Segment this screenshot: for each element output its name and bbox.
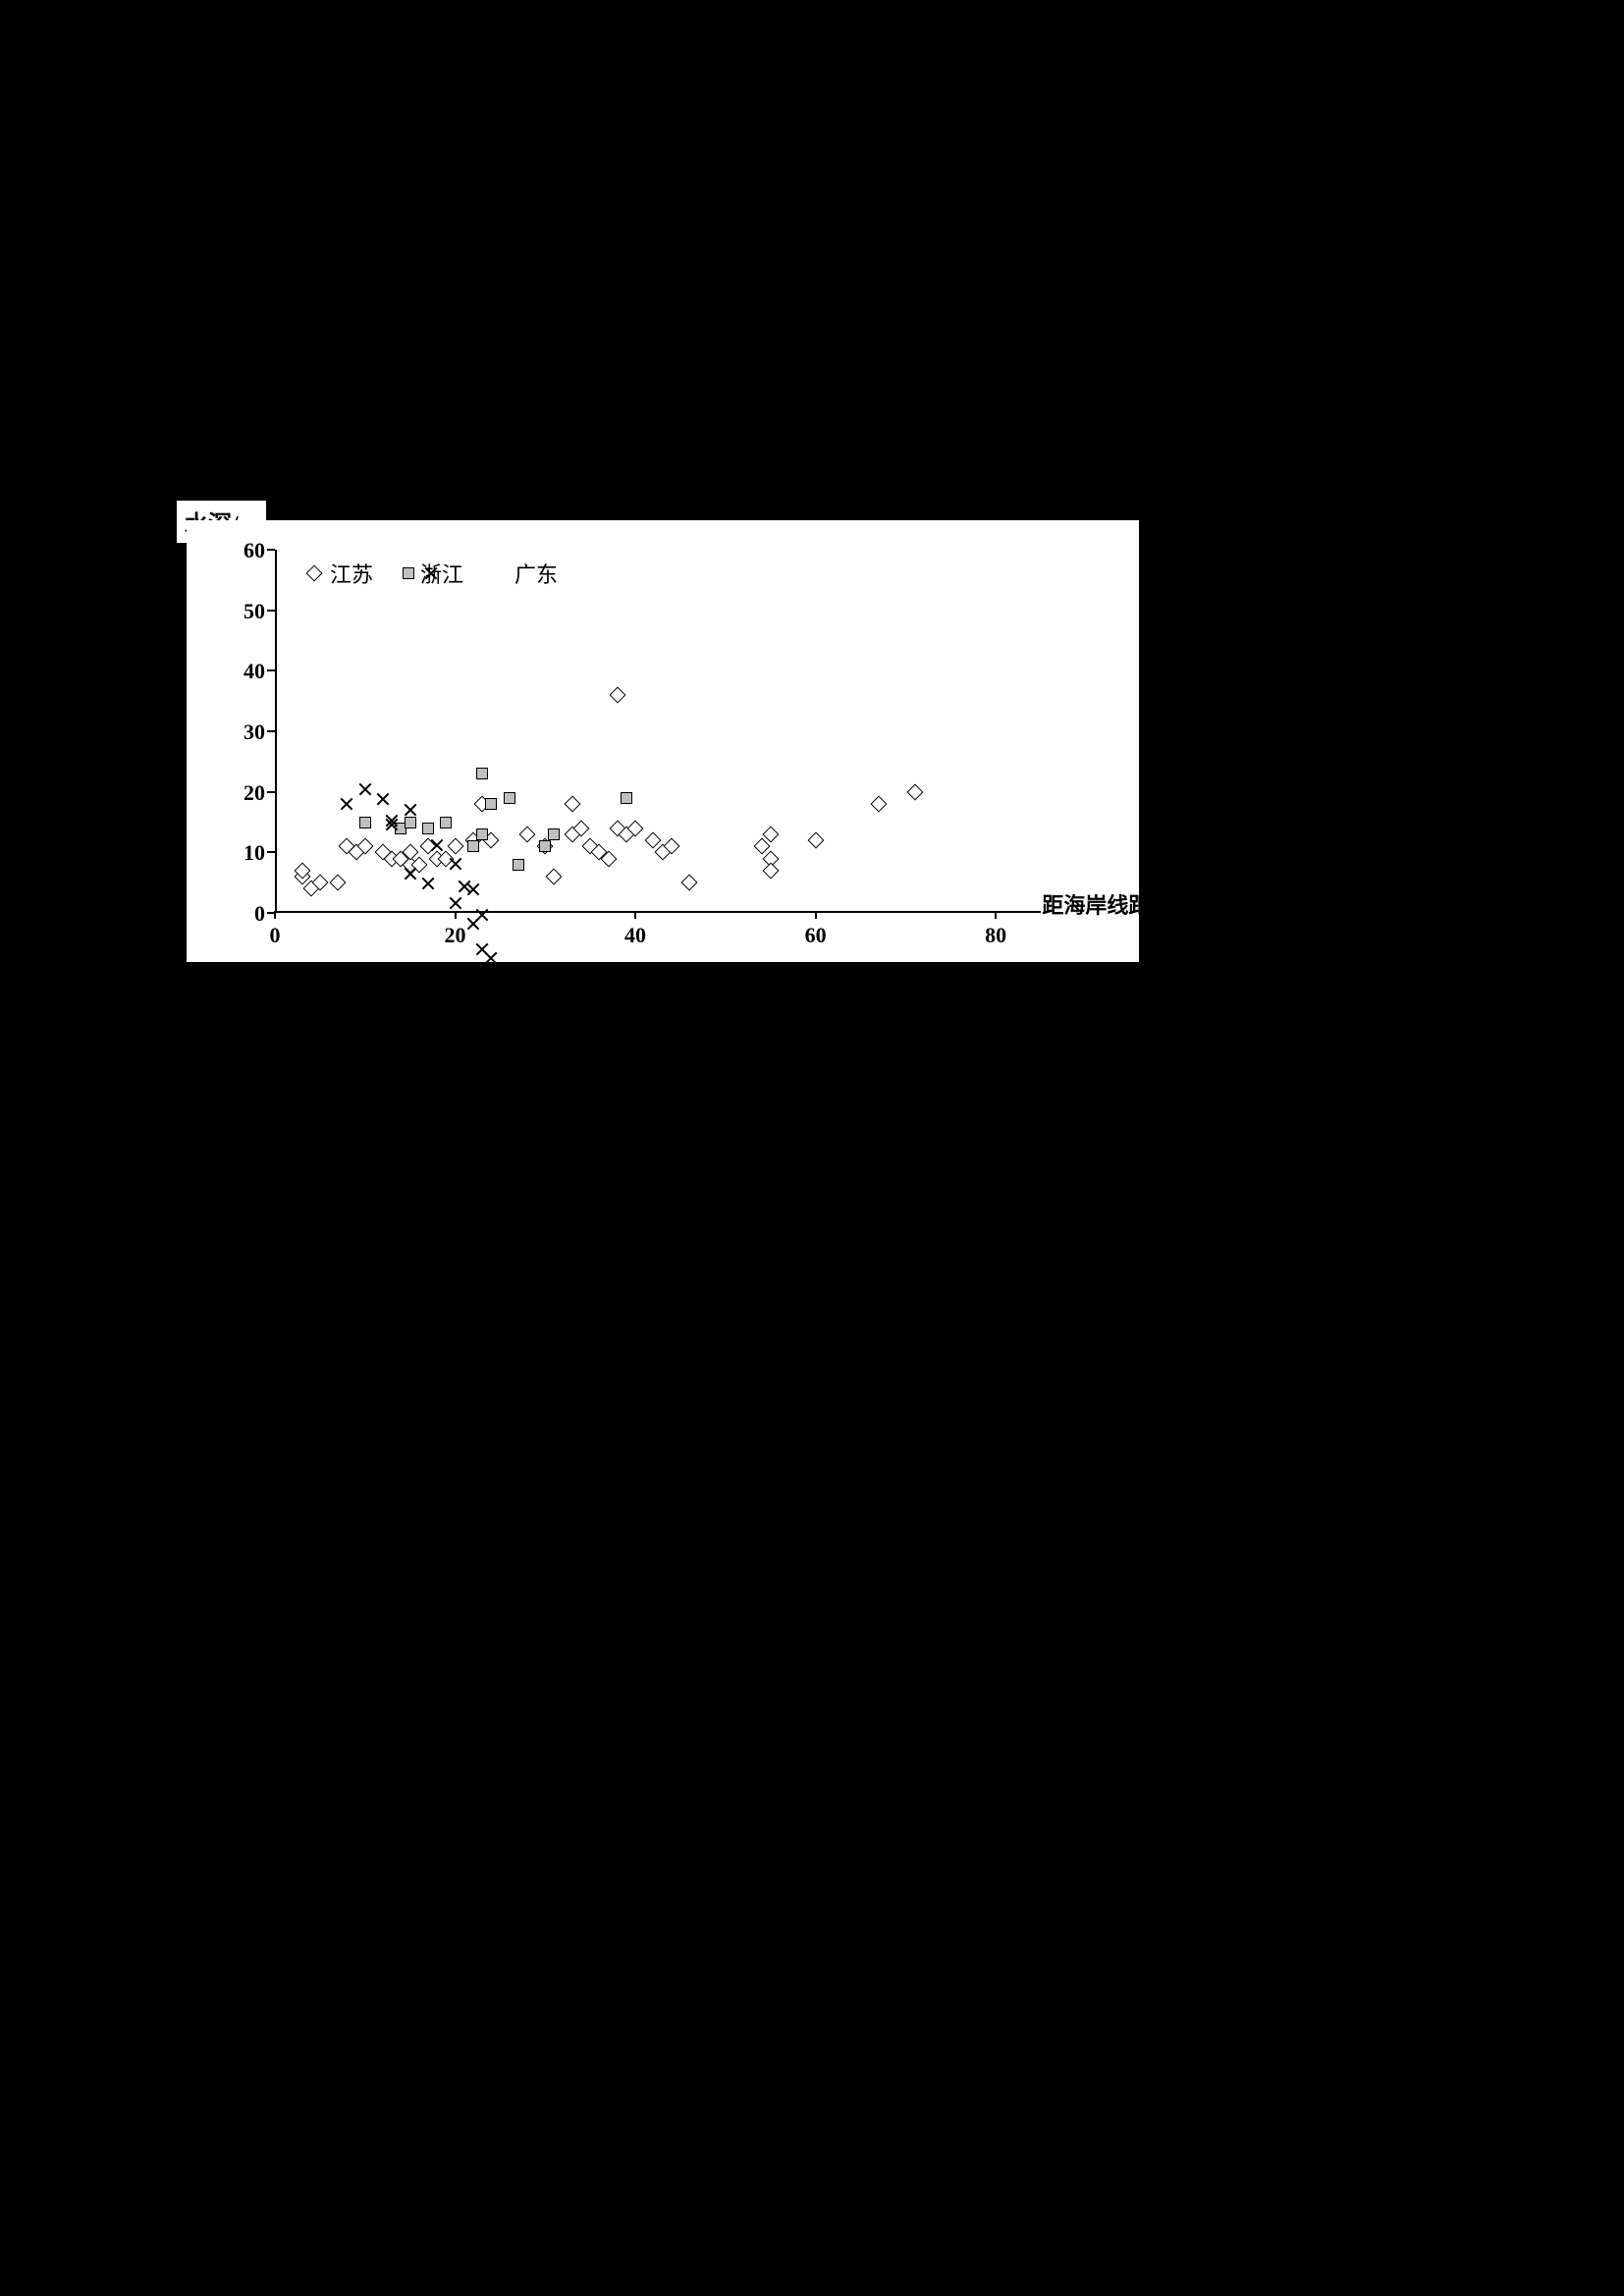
data-point bbox=[440, 817, 452, 828]
x-tick bbox=[634, 911, 636, 919]
y-tick bbox=[267, 610, 275, 612]
y-axis bbox=[275, 550, 277, 913]
data-point bbox=[420, 876, 436, 891]
data-point bbox=[405, 817, 416, 828]
data-point bbox=[483, 950, 499, 966]
data-point bbox=[429, 837, 445, 853]
data-points bbox=[275, 550, 1041, 958]
data-point bbox=[403, 802, 418, 818]
data-point bbox=[448, 895, 463, 911]
data-point bbox=[763, 1007, 779, 1023]
data-point bbox=[519, 989, 535, 1005]
x-tick bbox=[274, 911, 276, 919]
legend-item-jiangsu: 江苏 bbox=[304, 558, 373, 589]
y-tick bbox=[267, 669, 275, 671]
data-point bbox=[518, 826, 535, 842]
y-tick bbox=[267, 730, 275, 732]
data-point bbox=[539, 840, 551, 852]
y-tick bbox=[267, 851, 275, 853]
data-point bbox=[465, 881, 481, 897]
y-tick bbox=[267, 791, 275, 793]
data-point bbox=[384, 817, 400, 832]
y-tick-label: 60 bbox=[226, 538, 265, 563]
y-tick-label: 20 bbox=[226, 780, 265, 806]
x-tick-label: 0 bbox=[255, 923, 295, 948]
x-icon bbox=[493, 565, 509, 581]
data-point bbox=[504, 792, 515, 804]
y-tick-label: 10 bbox=[226, 840, 265, 866]
data-point bbox=[447, 838, 463, 855]
data-point bbox=[403, 866, 418, 881]
data-point bbox=[357, 781, 373, 797]
data-point bbox=[564, 796, 580, 813]
y-tick bbox=[267, 549, 275, 551]
x-tick bbox=[995, 911, 997, 919]
data-point bbox=[621, 792, 632, 804]
legend-label: 江苏 bbox=[330, 558, 373, 589]
x-tick bbox=[815, 911, 817, 919]
legend: 江苏 浙江 广东 bbox=[304, 558, 558, 589]
data-point bbox=[330, 875, 347, 891]
data-point bbox=[609, 687, 625, 704]
data-point bbox=[375, 791, 391, 807]
plot-area: 江苏 浙江 广东 距海岸线距离/km 0102030405060 0204060… bbox=[275, 550, 1041, 913]
x-axis-label: 距海岸线距离/km bbox=[1042, 888, 1208, 920]
data-point bbox=[645, 1027, 661, 1042]
x-axis bbox=[275, 911, 1041, 913]
scatter-chart: 江苏 浙江 广东 距海岸线距离/km 0102030405060 0204060… bbox=[187, 520, 1139, 962]
y-tick-label: 50 bbox=[226, 599, 265, 624]
data-point bbox=[681, 875, 698, 891]
data-point bbox=[359, 817, 371, 828]
data-point bbox=[546, 869, 563, 885]
legend-label: 广东 bbox=[514, 558, 558, 589]
legend-item-guangdong: 广东 bbox=[493, 558, 558, 589]
legend-label: 浙江 bbox=[420, 558, 463, 589]
data-point bbox=[870, 796, 887, 813]
data-point bbox=[511, 1052, 526, 1068]
data-point bbox=[502, 1018, 517, 1034]
data-point bbox=[690, 1022, 706, 1038]
diamond-icon bbox=[306, 565, 323, 582]
data-point bbox=[467, 840, 479, 852]
x-tick-label: 80 bbox=[976, 923, 1015, 948]
data-point bbox=[448, 856, 463, 872]
x-tick bbox=[455, 911, 457, 919]
data-point bbox=[476, 828, 488, 840]
data-point bbox=[474, 907, 490, 923]
data-point bbox=[513, 859, 524, 871]
data-point bbox=[422, 823, 434, 834]
x-tick-label: 40 bbox=[616, 923, 655, 948]
y-tick-label: 30 bbox=[226, 720, 265, 745]
data-point bbox=[548, 828, 560, 840]
data-point bbox=[690, 994, 706, 1010]
data-point bbox=[476, 768, 488, 779]
data-point bbox=[807, 832, 824, 849]
data-point bbox=[339, 796, 354, 812]
data-point bbox=[485, 798, 497, 810]
data-point bbox=[762, 862, 779, 879]
y-tick-label: 40 bbox=[226, 659, 265, 684]
data-point bbox=[906, 783, 923, 800]
square-icon bbox=[403, 567, 414, 579]
data-point bbox=[411, 1187, 427, 1202]
x-tick-label: 60 bbox=[796, 923, 836, 948]
